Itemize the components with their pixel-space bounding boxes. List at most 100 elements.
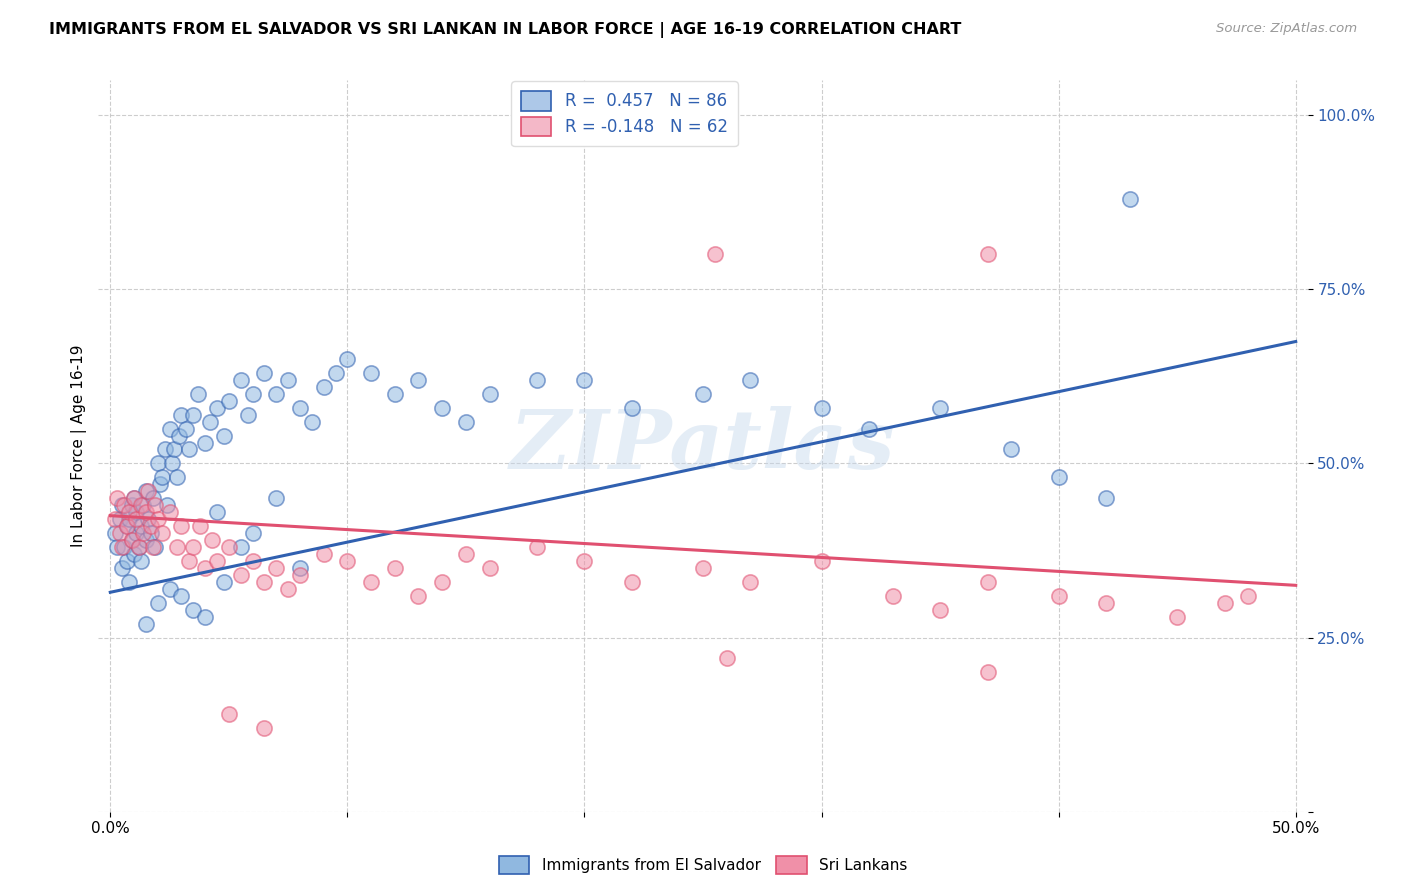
Point [121,533,143,547]
Point [143,540,166,554]
Point [312,380,335,394]
Point [454,547,477,561]
Point [139,519,162,533]
Point [740,373,762,387]
Point [125,526,148,541]
Point [336,351,359,366]
Point [152,526,174,541]
Point [129,519,152,533]
Point [976,665,998,680]
Point [360,574,382,589]
Point [159,421,181,435]
Point [312,547,335,561]
Point [205,401,228,415]
Point [810,554,832,568]
Point [146,512,169,526]
Point [146,457,169,471]
Point [114,540,136,554]
Point [118,505,141,519]
Point [194,609,217,624]
Point [135,505,157,519]
Point [325,366,347,380]
Text: IMMIGRANTS FROM EL SALVADOR VS SRI LANKAN IN LABOR FORCE | AGE 16-19 CORRELATION: IMMIGRANTS FROM EL SALVADOR VS SRI LANKA… [49,22,962,38]
Point [132,526,155,541]
Point [115,519,138,533]
Point [122,491,145,506]
Point [218,707,240,722]
Point [146,596,169,610]
Point [218,393,240,408]
Point [190,519,212,533]
Point [253,366,276,380]
Point [1119,192,1142,206]
Point [105,540,128,554]
Point [253,721,276,735]
Point [108,512,131,526]
Point [810,401,832,415]
Point [620,574,643,589]
Point [174,421,197,435]
Point [167,428,190,442]
Text: Source: ZipAtlas.com: Source: ZipAtlas.com [1216,22,1357,36]
Point [121,498,143,512]
Point [143,498,166,512]
Point [236,408,259,422]
Point [194,435,217,450]
Point [692,386,714,401]
Point [336,554,359,568]
Point [111,498,134,512]
Point [408,373,430,387]
Point [159,582,181,596]
Point [187,386,209,401]
Point [432,401,454,415]
Point [132,498,155,512]
Point [135,616,157,631]
Point [242,526,264,541]
Point [882,589,904,603]
Point [111,561,134,575]
Point [128,540,150,554]
Point [114,498,136,512]
Point [122,491,145,506]
Point [242,554,264,568]
Point [242,386,264,401]
Point [1095,491,1118,506]
Point [288,401,311,415]
Point [212,428,235,442]
Point [288,567,311,582]
Point [526,540,548,554]
Legend: Immigrants from El Salvador, Sri Lankans: Immigrants from El Salvador, Sri Lankans [492,850,914,880]
Point [201,533,224,547]
Point [121,533,143,547]
Point [177,442,200,457]
Point [149,477,172,491]
Point [277,373,299,387]
Point [159,505,181,519]
Point [194,561,217,575]
Point [160,457,183,471]
Point [929,603,952,617]
Point [152,470,174,484]
Point [976,574,998,589]
Point [136,484,159,499]
Point [384,561,406,575]
Point [198,415,221,429]
Point [1095,596,1118,610]
Point [205,505,228,519]
Point [264,386,287,401]
Point [118,574,141,589]
Point [163,442,186,457]
Point [408,589,430,603]
Point [229,373,252,387]
Point [111,540,134,554]
Point [142,540,165,554]
Point [716,651,738,665]
Point [288,561,311,575]
Point [139,526,162,541]
Point [136,512,159,526]
Point [478,561,501,575]
Point [177,554,200,568]
Point [104,526,127,541]
Point [218,540,240,554]
Point [129,498,152,512]
